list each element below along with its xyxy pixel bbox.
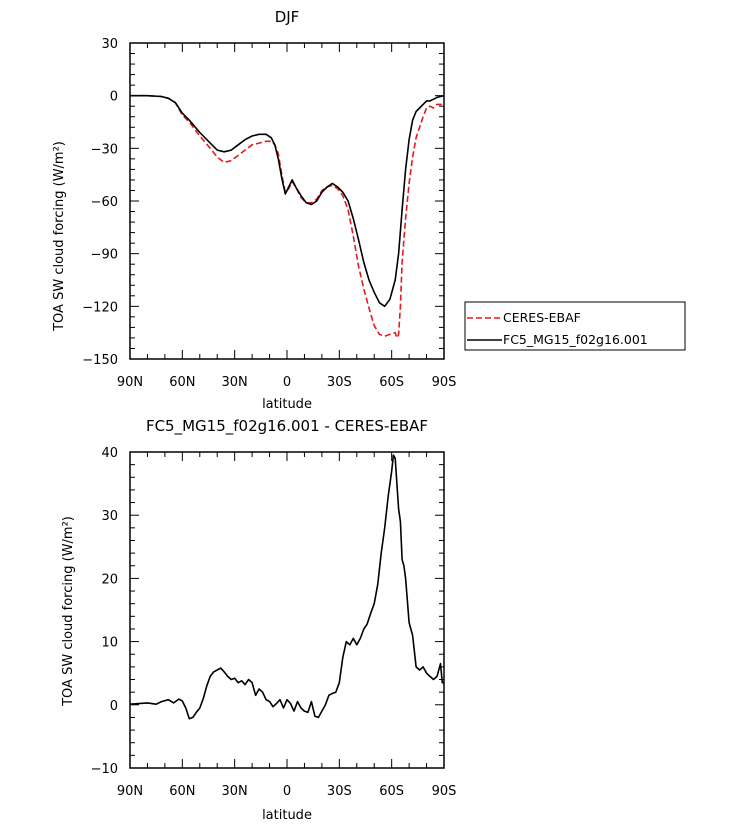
bottom-x-tick-label: 0 [283, 784, 291, 799]
bottom-y-tick-label: 30 [101, 509, 118, 524]
top-x-axis-label: latitude [262, 397, 312, 412]
bottom-y-axis-label: TOA SW cloud forcing (W/m²) [61, 516, 76, 707]
bottom-y-ticks: 40 30 20 10 0 −10 [91, 446, 444, 777]
top-panel: DJF 30 0 −30 −60 −90 −120 −150 90N 60N 30N 0 30S 60… [52, 8, 686, 412]
bottom-x-tick-label: 30S [327, 784, 352, 799]
bottom-x-tick-label: 90N [117, 784, 143, 799]
legend-label-model: FC5_MG15_f02g16.001 [503, 332, 648, 347]
bottom-y-tick-label: 20 [101, 572, 118, 587]
top-y-ticks: 30 0 −30 −60 −90 −120 −150 [82, 37, 444, 368]
bottom-y-tick-label: 40 [101, 446, 118, 461]
bottom-x-tick-label: 60S [379, 784, 404, 799]
top-x-tick-label: 90N [117, 375, 143, 390]
top-y-axis-label: TOA SW cloud forcing (W/m²) [52, 141, 67, 332]
bottom-x-tick-label: 90S [432, 784, 457, 799]
top-y-tick-label: −90 [91, 248, 118, 263]
bottom-x-tick-label: 30N [222, 784, 248, 799]
bottom-y-tick-label: −10 [91, 762, 118, 777]
top-y-tick-label: −30 [91, 142, 118, 157]
top-series-line-ceres-ebaf [130, 94, 444, 339]
bottom-x-tick-label: 60N [169, 784, 195, 799]
legend-label-ceres: CERES-EBAF [503, 310, 581, 325]
bottom-plot-frame [129, 451, 445, 769]
top-series-group [130, 94, 445, 339]
top-x-tick-label: 30N [222, 375, 248, 390]
top-y-tick-label: −150 [82, 353, 118, 368]
bottom-series-group [129, 454, 444, 720]
top-x-tick-label: 90S [432, 375, 457, 390]
top-chart-title: DJF [275, 8, 300, 26]
bottom-panel: FC5_MG15_f02g16.001 - CERES-EBAF 40 30 20 1… [61, 417, 456, 823]
bottom-x-ticks: 90N 60N 30N 0 30S 60S 90S [117, 452, 457, 799]
top-plot-frame [129, 42, 445, 360]
top-y-tick-label: 30 [101, 37, 118, 52]
top-x-tick-label: 0 [283, 375, 291, 390]
bottom-chart-title: FC5_MG15_f02g16.001 - CERES-EBAF [146, 417, 428, 436]
top-x-tick-label: 60S [379, 375, 404, 390]
bottom-x-axis-label: latitude [262, 808, 312, 823]
top-x-tick-label: 30S [327, 375, 352, 390]
top-x-tick-label: 60N [169, 375, 195, 390]
legend-box [464, 301, 686, 351]
legend: CERES-EBAF FC5_MG15_f02g16.001 [464, 301, 686, 351]
top-x-ticks: 90N 60N 30N 0 30S 60S 90S [117, 43, 457, 390]
top-y-tick-label: 0 [110, 90, 118, 105]
bottom-y-tick-label: 0 [110, 699, 118, 714]
top-y-tick-label: −60 [91, 195, 118, 210]
bottom-y-tick-label: 10 [101, 636, 118, 651]
top-y-tick-label: −120 [82, 300, 118, 315]
bottom-series-line-0 [129, 454, 444, 720]
top-series-line-fc5-mg15-f02g16-001 [130, 94, 445, 308]
